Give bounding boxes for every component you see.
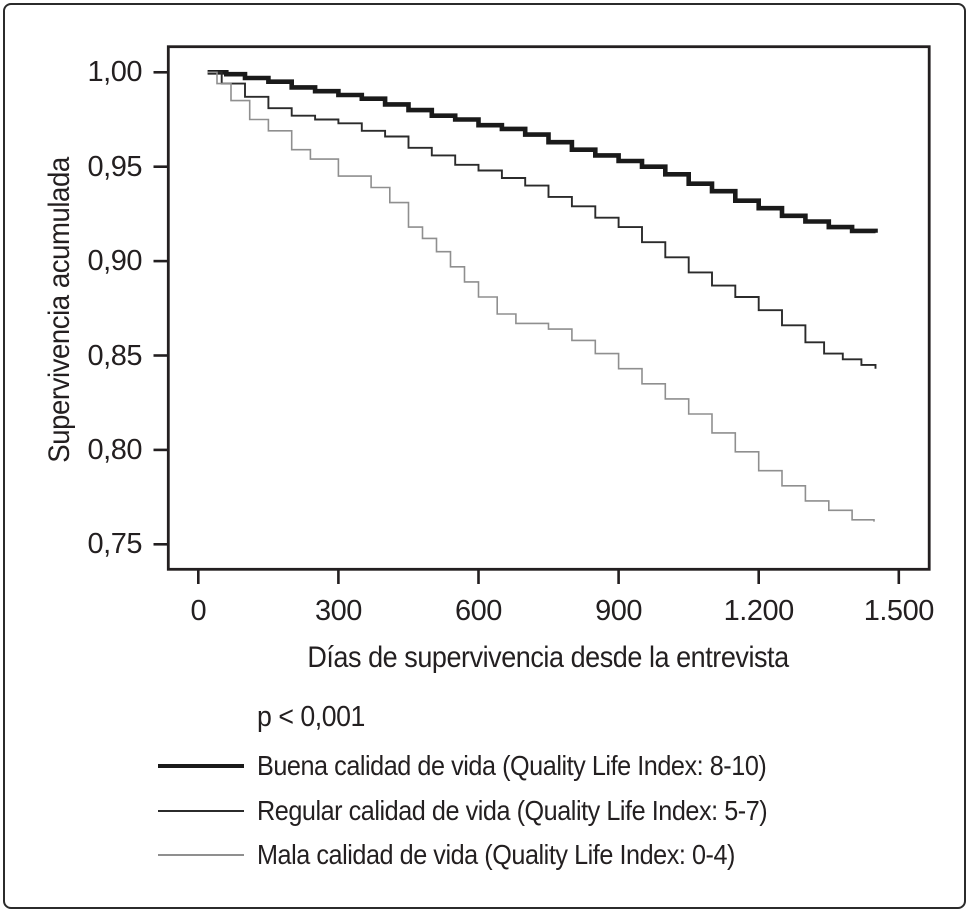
legend-row-regular: Regular calidad de vida (Quality Life In…	[158, 793, 824, 829]
p-value-label: p < 0,001	[257, 701, 365, 733]
y-axis-title: Supervivencia acumulada	[43, 157, 76, 463]
legend-line-buena	[158, 763, 244, 769]
x-tick-label: 1.200	[723, 595, 795, 627]
legend-row-mala: Mala calidad de vida (Quality Life Index…	[158, 837, 788, 873]
legend-label-regular: Regular calidad de vida (Quality Life In…	[257, 795, 768, 826]
x-tick-label: 0	[190, 595, 207, 627]
y-tick-label: 0,90	[87, 245, 143, 278]
legend-label-buena: Buena calidad de vida (Quality Life Inde…	[257, 750, 767, 781]
x-tick-label: 1.500	[863, 595, 935, 627]
plot-box	[166, 45, 931, 571]
x-tick-label: 900	[595, 595, 643, 627]
survival-curve-mala	[207, 71, 875, 522]
x-tick-label: 600	[455, 595, 502, 627]
y-tick-label: 0,80	[87, 433, 143, 466]
legend-label-mala: Mala calidad de vida (Quality Life Index…	[257, 839, 735, 870]
survival-curve-regular	[207, 71, 877, 369]
y-tick-label: 0,85	[87, 339, 143, 372]
legend-line-mala	[158, 854, 244, 856]
x-axis-title: Días de supervivencia desde la entrevist…	[307, 641, 789, 674]
survival-curve-buena	[207, 70, 878, 234]
legend-line-regular	[158, 810, 244, 812]
legend-row-buena: Buena calidad de vida (Quality Life Inde…	[158, 748, 823, 784]
y-tick-label: 1,00	[87, 56, 143, 89]
y-tick-label: 0,75	[87, 528, 143, 561]
x-tick-label: 300	[314, 595, 362, 627]
y-tick-label: 0,95	[87, 150, 143, 183]
